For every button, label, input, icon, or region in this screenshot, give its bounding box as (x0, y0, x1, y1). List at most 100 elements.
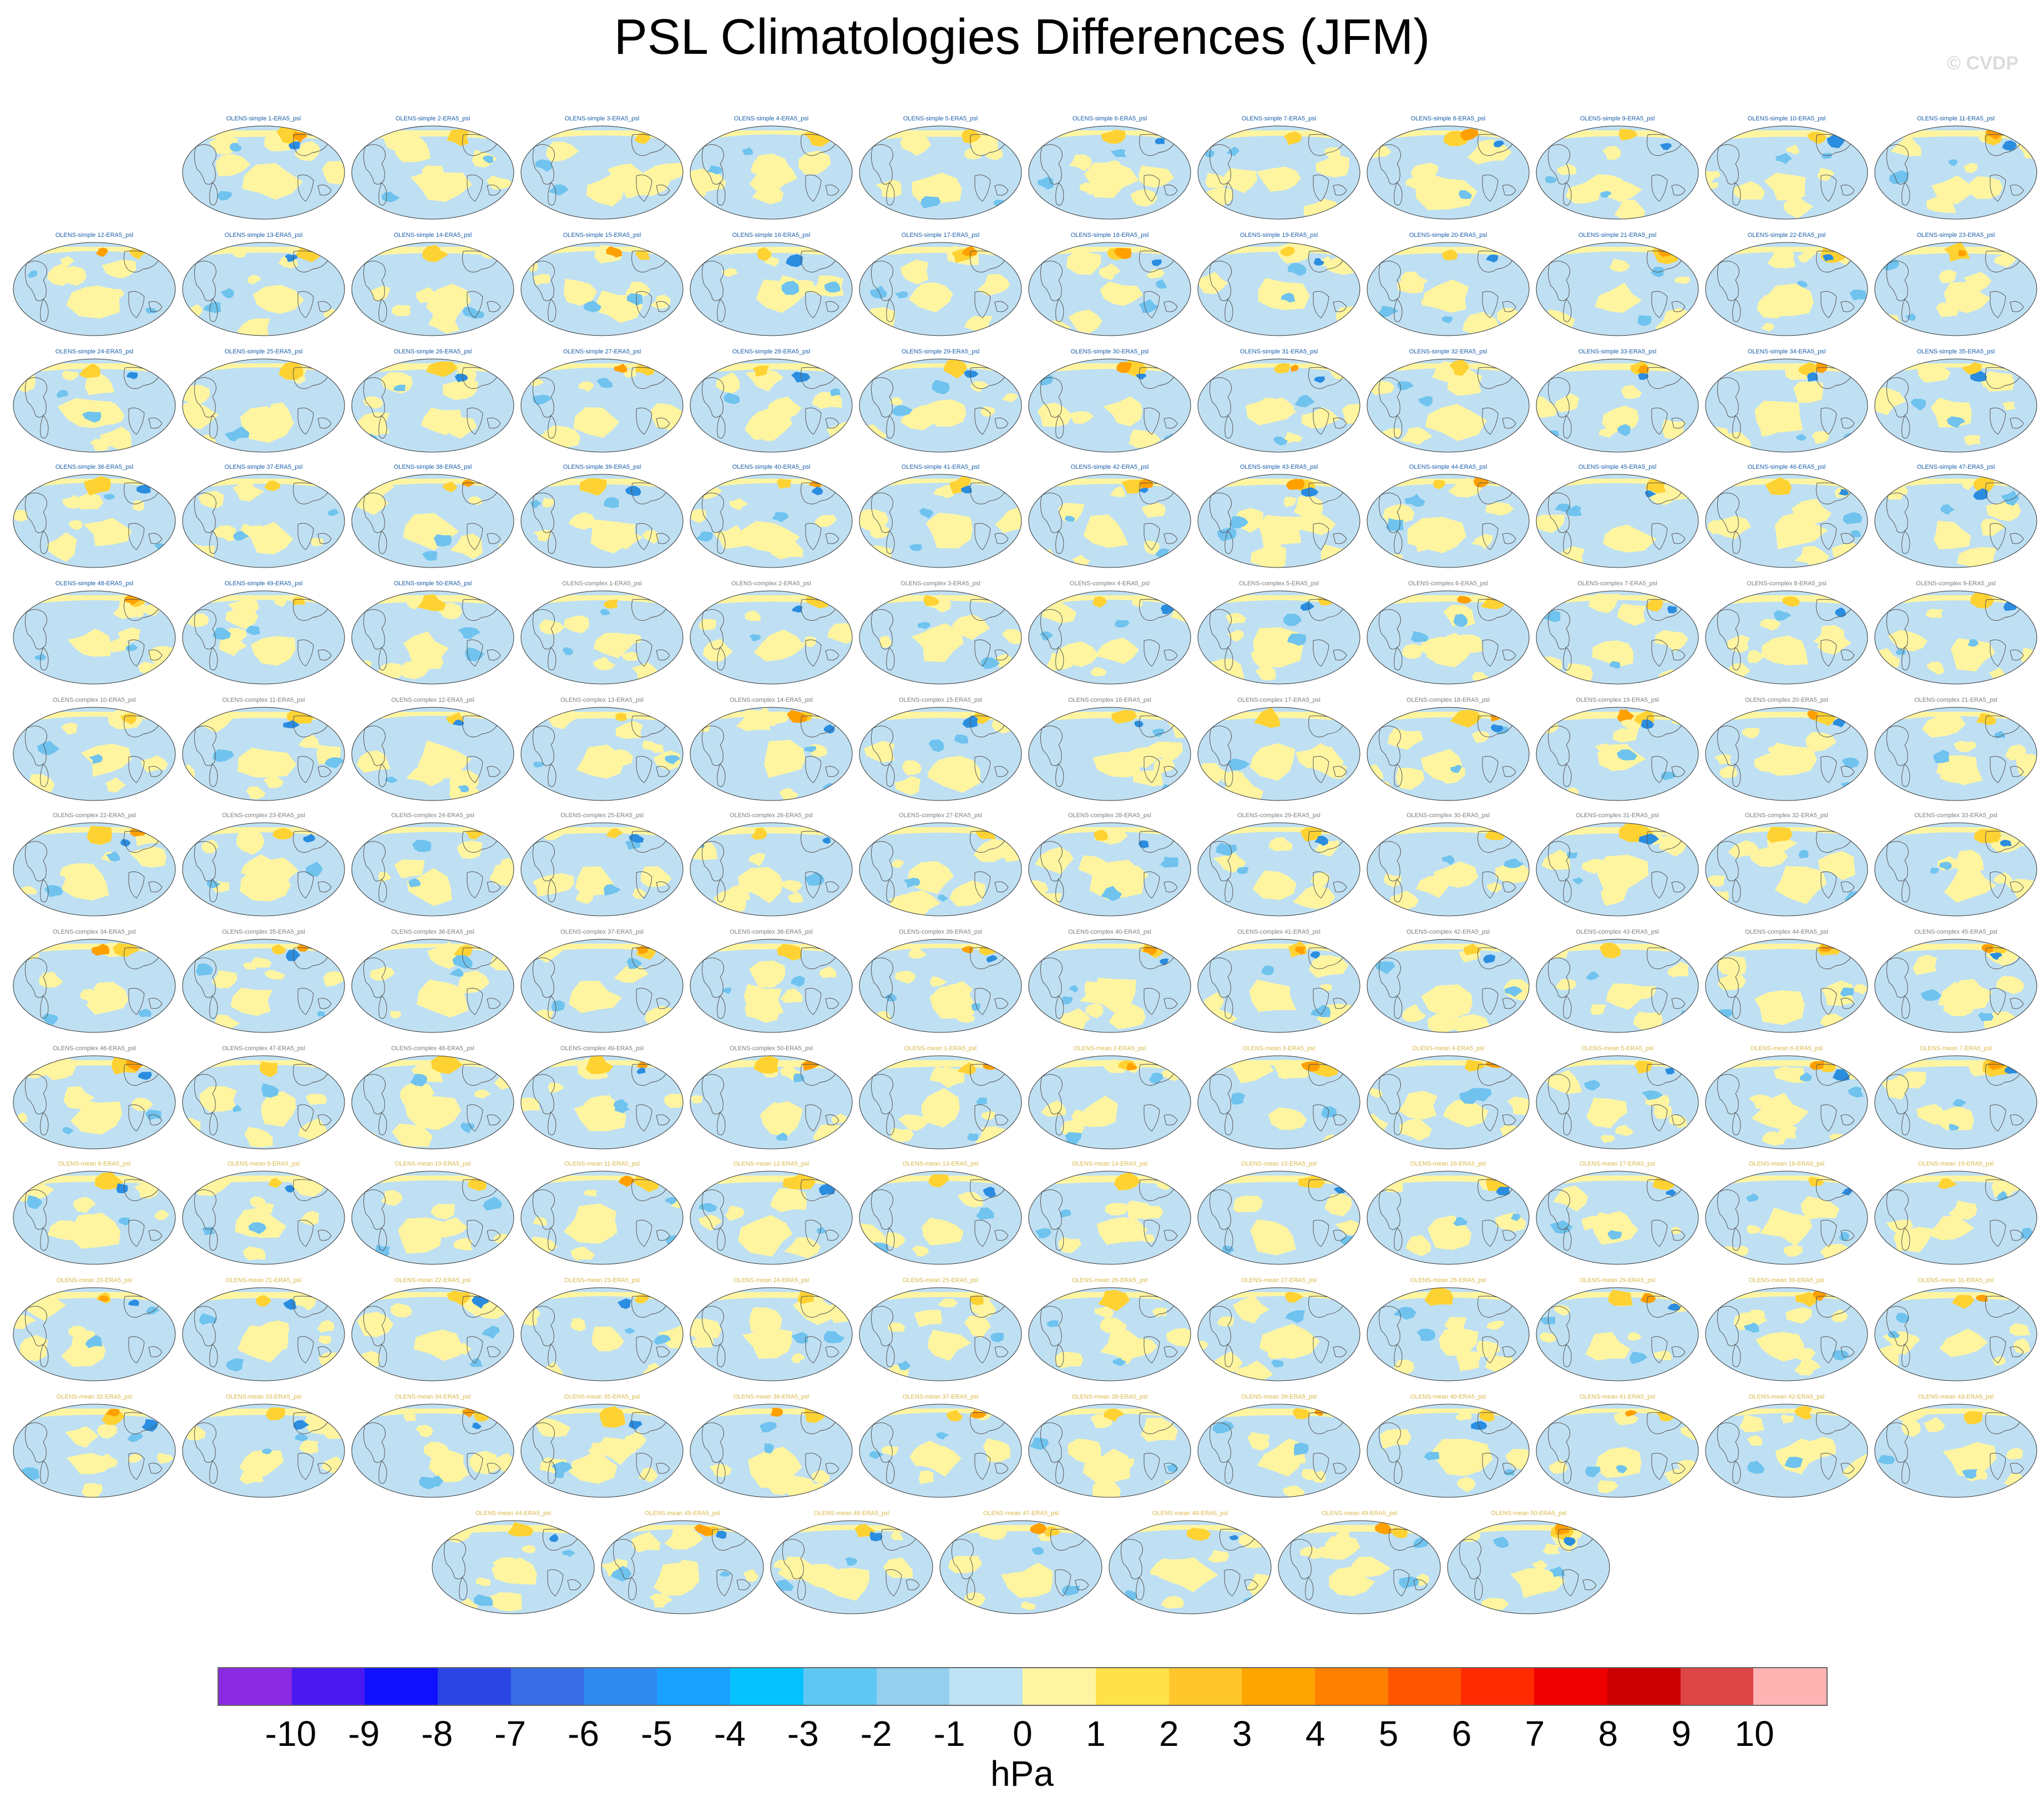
map-panel: OLENS-complex 9-ERA5_psl (1873, 579, 2039, 685)
map-panel: OLENS-simple 27-ERA5_psl (519, 347, 685, 453)
anomaly-region (265, 1407, 285, 1420)
anomaly-region (788, 892, 803, 903)
anomaly-region (928, 1329, 972, 1361)
coastline (1209, 482, 1347, 554)
map-frame (351, 242, 514, 336)
map-frame (1874, 474, 2037, 568)
map-frame (182, 939, 345, 1033)
map-frame (13, 1404, 176, 1498)
anomaly-region (690, 1319, 722, 1339)
anomaly-region (244, 1127, 273, 1147)
anomaly-region (452, 955, 473, 969)
map-frame (1028, 1404, 1191, 1498)
globe-map (1028, 939, 1191, 1033)
anomaly-region (791, 975, 805, 987)
coastline (1040, 715, 1178, 787)
anomaly-region (1128, 747, 1162, 768)
anomaly-region (986, 955, 998, 963)
anomaly-region (1978, 1012, 1994, 1021)
anomaly-region (22, 1409, 166, 1419)
anomaly-region (47, 1220, 83, 1240)
anomaly-region (431, 1203, 455, 1219)
anomaly-region (1138, 1204, 1163, 1219)
anomaly-region (891, 859, 904, 868)
anomaly-region (1441, 855, 1455, 865)
map-panel: OLENS-simple 17-ERA5_psl (857, 230, 1024, 337)
anomaly-region (604, 497, 619, 508)
map-frame (351, 125, 514, 220)
globe-map (1278, 1520, 1441, 1614)
panel-title: OLENS-complex 13-ERA5_psl (560, 697, 644, 703)
anomaly-region (246, 786, 266, 799)
anomaly-region (285, 1185, 295, 1193)
anomaly-region (1666, 1189, 1677, 1197)
coastline (1209, 715, 1347, 787)
anomaly-region (1913, 954, 1937, 975)
anomaly-region (1442, 249, 1458, 260)
anomaly-region (626, 958, 642, 969)
anomaly-region (1890, 135, 1921, 156)
panel-title: OLENS-complex 19-ERA5_psl (1576, 697, 1659, 703)
map-panel: OLENS-mean 35-ERA5_psl (519, 1392, 685, 1498)
anomaly-region (1595, 854, 1649, 894)
anomaly-region (530, 247, 674, 257)
anomaly-region (1773, 997, 1788, 1008)
map-frame (182, 590, 345, 685)
anomaly-region (1743, 1309, 1765, 1324)
anomaly-region (1615, 1125, 1634, 1136)
globe-map (1197, 125, 1360, 220)
map-panel: OLENS-mean 29-ERA5_psl (1534, 1275, 1701, 1382)
anomaly-region (62, 370, 79, 381)
anomaly-region (1637, 986, 1656, 999)
panel-title: OLENS-mean 47-ERA5_psl (983, 1510, 1059, 1517)
anomaly-region (107, 637, 131, 652)
anomaly-region (412, 840, 432, 852)
anomaly-region (635, 251, 650, 260)
globe-map (1028, 242, 1191, 336)
anomaly-region (716, 372, 740, 394)
anomaly-region (104, 494, 115, 500)
globe-map (1197, 1171, 1360, 1265)
panel-title: OLENS-mean 18-ERA5_psl (1748, 1161, 1825, 1167)
anomaly-region (193, 434, 216, 452)
anomaly-region (1155, 138, 1165, 145)
anomaly-region (696, 531, 713, 542)
panel-title: OLENS-mean 50-ERA5_psl (1490, 1510, 1567, 1517)
globe-map (351, 1287, 514, 1381)
colorbar-swatch (1753, 1668, 1827, 1705)
anomaly-region (1439, 1328, 1479, 1356)
panel-title: OLENS-complex 8-ERA5_psl (1747, 580, 1827, 587)
coastline (1547, 134, 1686, 206)
map-frame (520, 590, 684, 685)
anomaly-region (575, 891, 594, 904)
anomaly-region (1638, 833, 1660, 845)
anomaly-region (593, 632, 634, 659)
coastline (1378, 715, 1516, 787)
anomaly-region (1349, 1557, 1391, 1577)
anomaly-region (264, 132, 291, 151)
anomaly-region (1120, 865, 1149, 883)
anomaly-region (1884, 1176, 2028, 1186)
map-frame (1874, 822, 2037, 916)
globe-map (182, 1287, 345, 1381)
anomaly-region (1625, 1410, 1638, 1417)
anomaly-region (593, 657, 616, 671)
coastline (1209, 1412, 1347, 1484)
anomaly-region (1773, 610, 1792, 621)
anomaly-region (1480, 1598, 1509, 1610)
globe-map (1705, 1404, 1868, 1498)
anomaly-region (239, 1466, 264, 1485)
anomaly-region (1376, 944, 1520, 954)
anomaly-region (776, 478, 792, 489)
anomaly-region (473, 1594, 493, 1606)
colorbar-swatch (1095, 1668, 1169, 1705)
panel-title: OLENS-simple 2-ERA5_psl (395, 115, 470, 122)
anomaly-region (283, 720, 300, 728)
map-frame (13, 242, 176, 336)
globe-map (1197, 1055, 1360, 1149)
map-frame (690, 822, 853, 916)
map-panel: OLENS-mean 40-ERA5_psl (1365, 1392, 1531, 1498)
anomaly-region (1794, 546, 1830, 568)
anomaly-region (131, 500, 145, 511)
anomaly-region (1038, 1060, 1182, 1070)
